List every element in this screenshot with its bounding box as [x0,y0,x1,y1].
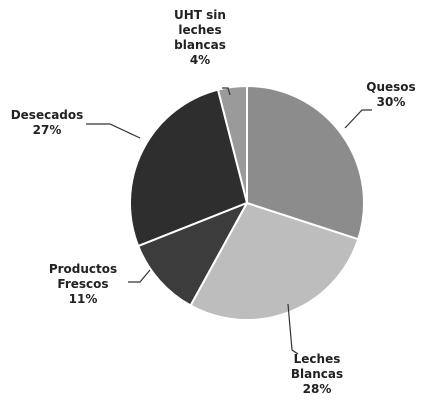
leader-line [128,269,151,283]
pie-slice [246,84,365,241]
category-label: Productos Frescos [48,262,118,291]
leader-line [287,303,299,355]
leader-line [344,109,372,129]
value-label: 11% [68,292,98,306]
value-label: 30% [376,95,406,109]
value-label: 28% [302,382,332,396]
category-label: UHT sin leches blancas [174,8,226,52]
pie-slice [136,201,250,307]
leader-line [222,87,231,96]
slice-label: Quesos 30% [356,80,426,110]
pie-slice [189,201,360,321]
slice-label: Leches Blancas 28% [282,352,352,397]
pie-slice [129,88,249,248]
value-label: 27% [32,123,62,137]
slice-label: Desecados 27% [2,108,92,138]
category-label: Quesos [366,80,416,94]
slice-label: Productos Frescos 11% [38,262,128,307]
slice-label: UHT sin leches blancas 4% [160,8,240,68]
category-label: Desecados [10,108,84,122]
category-label: Leches Blancas [290,352,344,381]
leader-line [86,123,141,139]
value-label: 4% [189,53,211,67]
